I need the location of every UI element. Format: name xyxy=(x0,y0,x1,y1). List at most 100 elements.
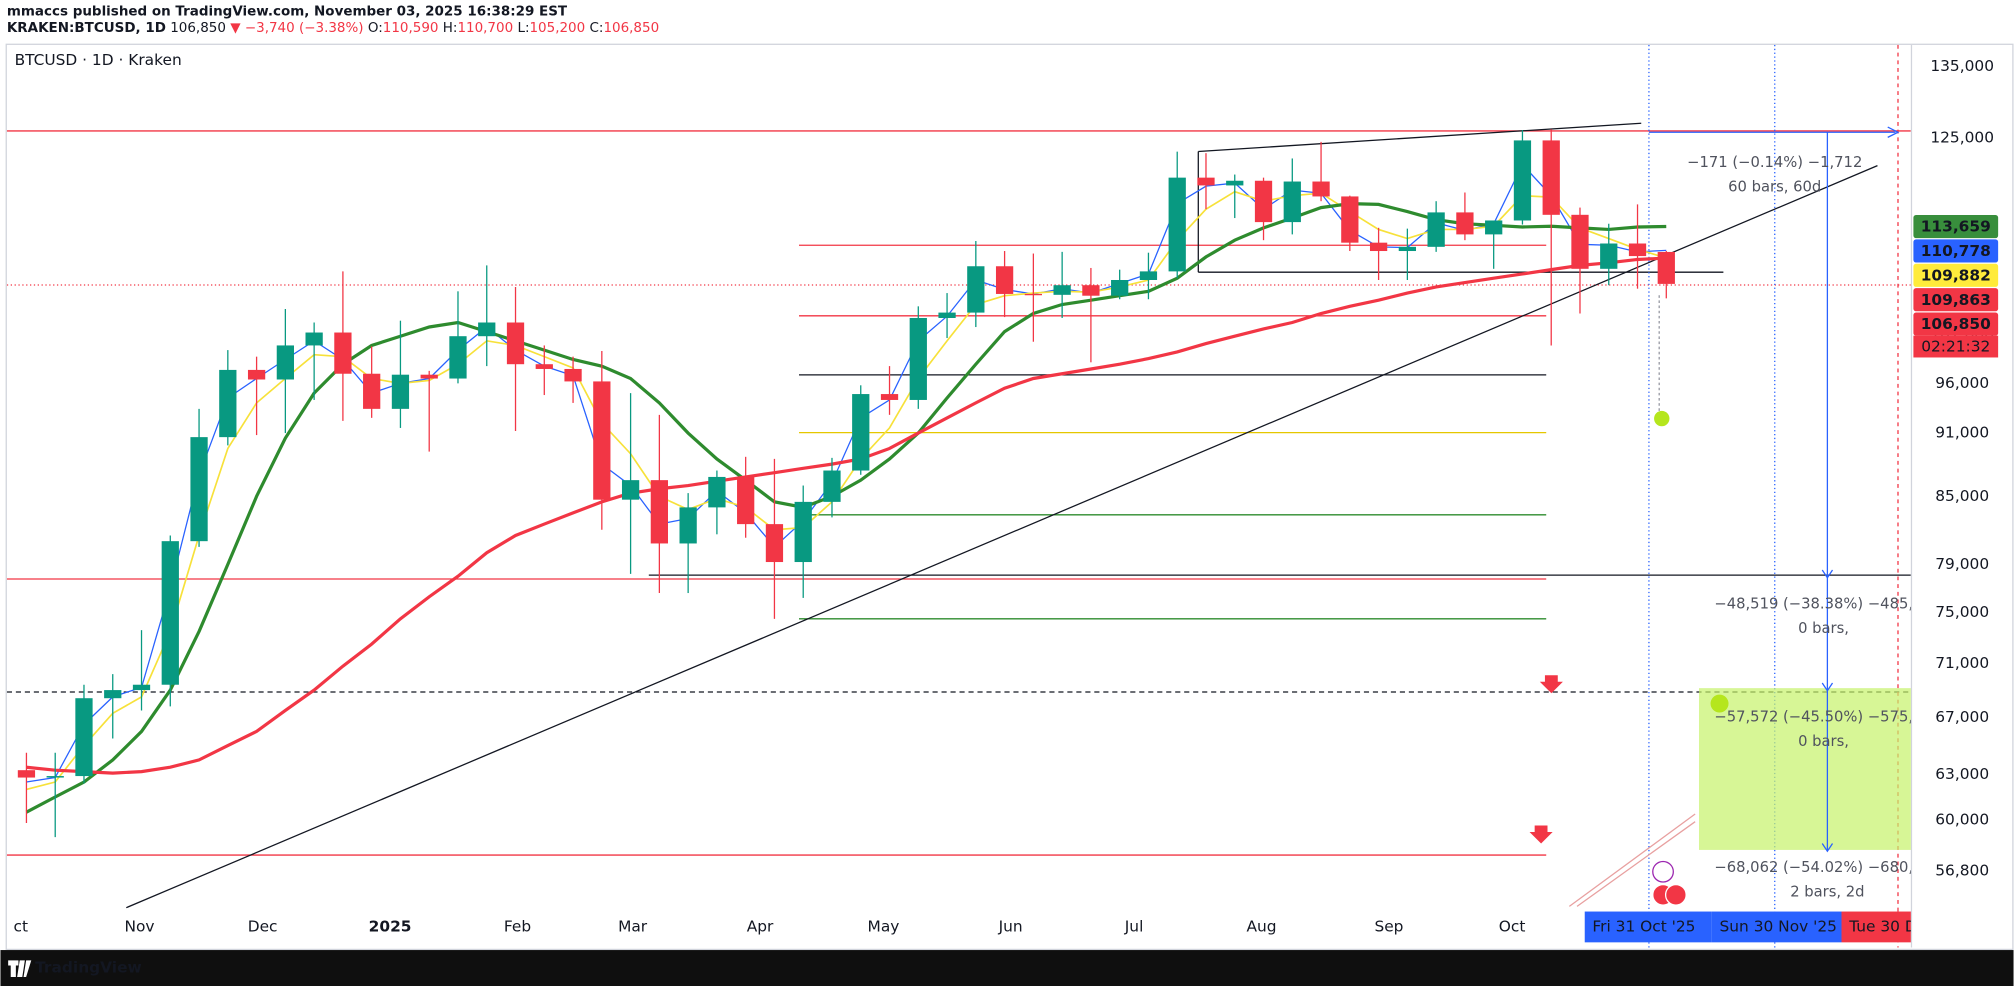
candle-body xyxy=(506,322,525,365)
price-tag xyxy=(1913,288,1999,312)
y-tick-label: 79,000 xyxy=(1935,555,1989,573)
price-tag-label: 106,850 xyxy=(1921,315,1991,333)
y-tick-label: 125,000 xyxy=(1930,129,1994,147)
price-tag-label: 110,778 xyxy=(1921,242,1991,260)
candle-body xyxy=(132,684,151,691)
candle-body xyxy=(995,266,1014,294)
candle-body xyxy=(46,776,64,778)
candle-body xyxy=(880,394,899,400)
target-zone xyxy=(1698,688,1911,850)
measure-label: 0 bars, xyxy=(1798,620,1849,637)
candle-body xyxy=(1513,140,1532,221)
candle-body xyxy=(621,480,640,500)
x-tick-label: Mar xyxy=(618,917,648,935)
y-tick-label: 135,000 xyxy=(1930,57,1994,75)
candle-body xyxy=(190,437,208,542)
down-arrow xyxy=(1529,825,1553,844)
axes: 135,000125,000101,00096,00091,00085,0007… xyxy=(13,57,1999,943)
candle-body xyxy=(1628,243,1647,257)
ohlc-open: 110,590 xyxy=(383,20,439,36)
candle-body xyxy=(737,476,755,525)
candle-body xyxy=(679,507,697,544)
x-tick-label: Sep xyxy=(1374,917,1403,935)
trend-line xyxy=(1576,821,1696,907)
candle-body xyxy=(334,332,352,374)
countdown: 02:21:32 xyxy=(1921,338,1990,356)
brand-logo xyxy=(8,960,32,978)
x-tick-label: Apr xyxy=(747,917,774,935)
candle-body xyxy=(1312,181,1330,197)
measure-label: 2 bars, 2d xyxy=(1790,883,1864,900)
ma-line xyxy=(25,202,1667,814)
trend-line xyxy=(1198,122,1642,153)
candle-body xyxy=(305,332,323,346)
x-tick-label: ct xyxy=(13,917,28,935)
candle-body xyxy=(17,770,36,778)
measure-label: −171 (−0.14%) −1,712 xyxy=(1687,154,1862,171)
candle-body xyxy=(1600,243,1618,269)
x-tick-label: 2025 xyxy=(369,917,412,935)
marker-dot xyxy=(1710,694,1729,713)
x-tick-label: Jun xyxy=(998,917,1023,935)
price-change: ▼ −3,740 (−3.38%) xyxy=(230,20,363,36)
candle-body xyxy=(1571,214,1589,269)
measure-label: −57,572 (−45.50%) −575,7 xyxy=(1714,709,1922,726)
down-arrow xyxy=(1539,675,1563,694)
candle-body xyxy=(1283,181,1301,223)
x-tick-label: Dec xyxy=(248,917,278,935)
ohlc-close-label: C: xyxy=(590,20,604,36)
candle-body xyxy=(650,480,668,544)
y-tick-label: 96,000 xyxy=(1935,374,1989,392)
brand: TradingView xyxy=(35,959,142,977)
candle-body xyxy=(391,374,410,409)
cursor-label-box xyxy=(1584,911,1712,943)
x-tick-label: Oct xyxy=(1499,917,1526,935)
candle-body xyxy=(708,476,726,508)
ma-line xyxy=(26,190,1667,791)
y-tick-label: 63,000 xyxy=(1935,765,1989,783)
annotations: −171 (−0.14%) −1,712 60 bars, 60d −48,519 … xyxy=(1687,154,1922,900)
candle-body xyxy=(1485,220,1503,235)
x-tick-label: May xyxy=(868,917,900,935)
drawings xyxy=(6,44,1911,948)
y-tick-label: 85,000 xyxy=(1935,487,1989,505)
price-tag xyxy=(1913,239,1999,263)
chart-subtitle: BTCUSD · 1D · Kraken xyxy=(15,51,182,69)
candle-body xyxy=(1254,180,1273,223)
cursor-label-box xyxy=(1711,911,1842,943)
candle-body xyxy=(1657,251,1675,284)
plot xyxy=(17,129,1675,838)
last-price: 106,850 xyxy=(170,20,226,36)
candle-body xyxy=(478,322,496,337)
chart-frame xyxy=(5,43,2014,951)
y-tick-label: 56,800 xyxy=(1935,861,1989,879)
cursor-labels: Fri 31 Oct '25 Sun 30 Nov '25 Tue 30 Dec '… xyxy=(1584,911,1963,943)
measure-label: 0 bars, xyxy=(1798,733,1849,750)
event-icon xyxy=(1652,860,1674,883)
candle-body xyxy=(247,369,266,380)
ohlc-high: 110,700 xyxy=(457,20,513,36)
candle-body xyxy=(852,394,870,471)
candle-body xyxy=(1456,212,1474,235)
price-tag xyxy=(1913,214,1999,239)
candle-body xyxy=(276,345,294,380)
cursor-label: Sun 30 Nov '25 xyxy=(1720,917,1837,935)
measure-label: 60 bars, 60d xyxy=(1728,178,1821,195)
candle-body xyxy=(938,312,956,318)
x-tick-label: Feb xyxy=(504,917,531,935)
trend-line xyxy=(1568,813,1696,907)
ohlc-close: 106,850 xyxy=(603,20,659,36)
candle-body xyxy=(104,690,122,699)
candle-body xyxy=(1398,246,1417,252)
y-tick-label: 71,000 xyxy=(1935,654,1989,672)
candle-body xyxy=(1082,285,1100,296)
price-tag-label: 109,882 xyxy=(1921,266,1991,284)
candle-body xyxy=(1427,212,1445,247)
y-tick-label: 60,000 xyxy=(1935,810,1989,828)
candle-body xyxy=(1369,242,1388,252)
candle-body xyxy=(1111,279,1129,296)
candle-body xyxy=(161,541,179,685)
cursor-label: Tue 30 Dec '25 xyxy=(1848,917,1963,935)
candle-body xyxy=(967,266,985,313)
